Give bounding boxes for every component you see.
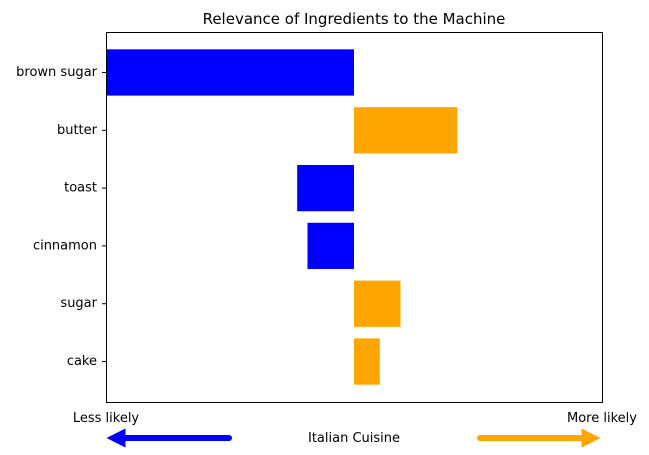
x-axis-center-label: Italian Cuisine: [308, 431, 400, 446]
chart-title: Relevance of Ingredients to the Machine: [203, 10, 506, 28]
y-tick-label-cinnamon: cinnamon: [33, 238, 97, 253]
y-tick-label-butter: butter: [57, 123, 98, 138]
plot-frame: [106, 32, 603, 403]
y-ticks-group: brown sugar butter toast cinnamon sugar cake: [16, 65, 106, 369]
bar-toast: [297, 164, 354, 212]
bar-butter: [354, 107, 458, 154]
y-tick-label-brown-sugar: brown sugar: [16, 65, 97, 80]
bar-cinnamon: [307, 222, 354, 270]
bars-group: [106, 49, 458, 385]
y-tick-label-toast: toast: [64, 181, 97, 196]
more-likely-label: More likely: [567, 411, 637, 426]
y-tick-label-sugar: sugar: [60, 296, 97, 311]
bar-brown-sugar: [106, 49, 354, 96]
y-tick-label-cake: cake: [67, 354, 97, 369]
bar-cake: [354, 338, 380, 385]
less-likely-label: Less likely: [73, 411, 140, 426]
bar-sugar: [354, 280, 401, 327]
